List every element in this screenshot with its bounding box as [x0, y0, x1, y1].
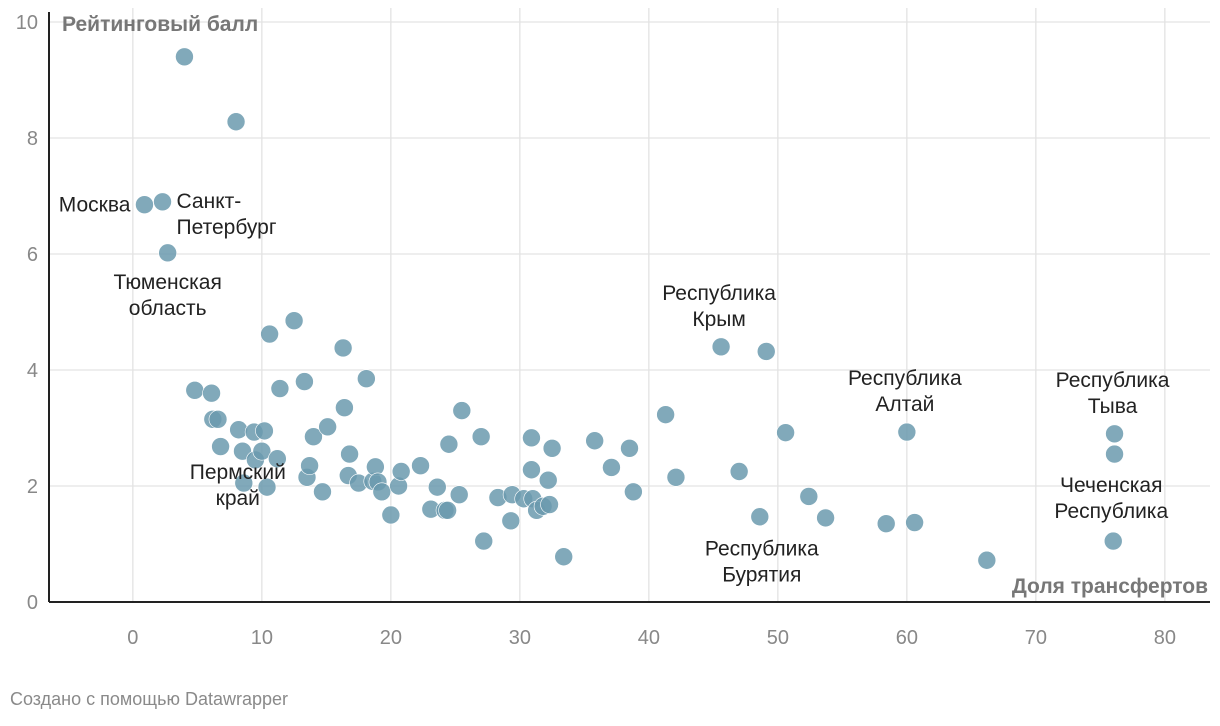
data-point [501, 511, 521, 531]
data-point [158, 243, 177, 263]
y-tick-label: 4 [27, 360, 38, 382]
data-point [335, 398, 354, 418]
data-point [135, 195, 154, 214]
data-point [439, 434, 459, 454]
y-tick-label: 8 [27, 128, 38, 150]
data-point [542, 438, 562, 458]
data-point [776, 423, 795, 442]
y-tick-label: 6 [27, 244, 38, 266]
data-point [471, 427, 491, 447]
data-point [202, 383, 221, 403]
data-point [208, 409, 228, 429]
tick-labels: 0 10 20 30 40 50 60 70 80 0 2 4 6 8 10 [16, 12, 1176, 649]
data-point [313, 482, 332, 502]
data-point [977, 550, 997, 570]
data-point [750, 507, 770, 527]
data-point [620, 438, 639, 458]
data-point [540, 495, 559, 514]
data-point [268, 449, 287, 469]
data-point [522, 460, 541, 480]
y-tick-label: 2 [27, 476, 38, 498]
data-point [1105, 424, 1124, 444]
x-tick-label: 10 [251, 627, 273, 649]
data-point [153, 192, 172, 212]
data-point [474, 531, 494, 551]
data-point [897, 422, 917, 442]
data-point [252, 441, 272, 461]
annotation-label: Республика Алтай [848, 367, 962, 416]
data-point [333, 338, 353, 358]
data-point [585, 431, 604, 451]
data-point [284, 311, 304, 331]
data-point [1105, 444, 1124, 464]
data-point [226, 112, 246, 132]
x-tick-label: 30 [509, 627, 531, 649]
x-tick-label: 50 [767, 627, 789, 649]
annotation-label: Республика Тыва [1056, 369, 1170, 418]
annotations: Москва Санкт-Петербург Тюменская область Пер… [59, 190, 1170, 587]
data-point [602, 458, 621, 477]
data-point [656, 405, 675, 424]
data-point [538, 470, 558, 490]
annotation-label: Республика Бурятия [705, 538, 819, 587]
data-point [666, 467, 686, 487]
data-point [411, 456, 430, 476]
data-point [711, 337, 731, 357]
data-point [357, 369, 376, 389]
data-points [135, 47, 1124, 570]
data-point [427, 477, 447, 497]
x-axis-title: Доля трансфертов [1012, 575, 1208, 598]
data-point [211, 437, 230, 456]
annotation-label: Пермский край [190, 461, 286, 510]
y-tick-label: 0 [27, 592, 38, 614]
annotation-label: Санкт-Петербург [177, 190, 277, 239]
annotation-label: Москва [59, 194, 131, 217]
y-tick-label: 10 [16, 12, 38, 34]
y-axis-title: Рейтинговый балл [62, 13, 258, 36]
x-tick-label: 80 [1154, 627, 1176, 649]
data-point [1103, 531, 1123, 551]
x-tick-label: 40 [638, 627, 660, 649]
data-point [257, 477, 277, 497]
data-point [270, 379, 290, 398]
data-point [452, 401, 472, 420]
data-point [295, 372, 314, 391]
data-point [876, 514, 896, 534]
data-point [372, 482, 392, 502]
data-point [391, 462, 411, 481]
data-point [260, 324, 279, 344]
data-point [756, 342, 776, 361]
data-point [381, 505, 401, 525]
data-point [300, 456, 319, 476]
axes [48, 12, 1210, 603]
data-point [438, 501, 457, 520]
data-point [185, 380, 205, 400]
x-tick-label: 20 [380, 627, 402, 649]
grid-lines [49, 8, 1210, 602]
data-point [522, 428, 541, 448]
data-point [340, 444, 359, 464]
data-point [816, 508, 835, 528]
data-point [905, 513, 924, 532]
x-tick-label: 0 [127, 627, 138, 649]
data-point [175, 47, 194, 67]
annotation-label: Республика Крым [662, 282, 776, 331]
x-tick-label: 70 [1025, 627, 1047, 649]
data-point [304, 427, 323, 447]
annotation-label: Чеченская Республика [1054, 474, 1168, 523]
footer-credit: Создано с помощью Datawrapper [10, 689, 289, 709]
data-point [318, 417, 337, 437]
data-point [229, 420, 248, 440]
data-point [255, 421, 274, 441]
data-point [799, 487, 819, 506]
data-point [729, 462, 749, 481]
data-point [449, 485, 469, 505]
data-point [624, 482, 643, 502]
annotation-label: Тюменская область [114, 271, 222, 320]
data-point [554, 547, 574, 567]
data-point [233, 441, 252, 461]
x-tick-label: 60 [896, 627, 918, 649]
data-point [234, 473, 254, 493]
